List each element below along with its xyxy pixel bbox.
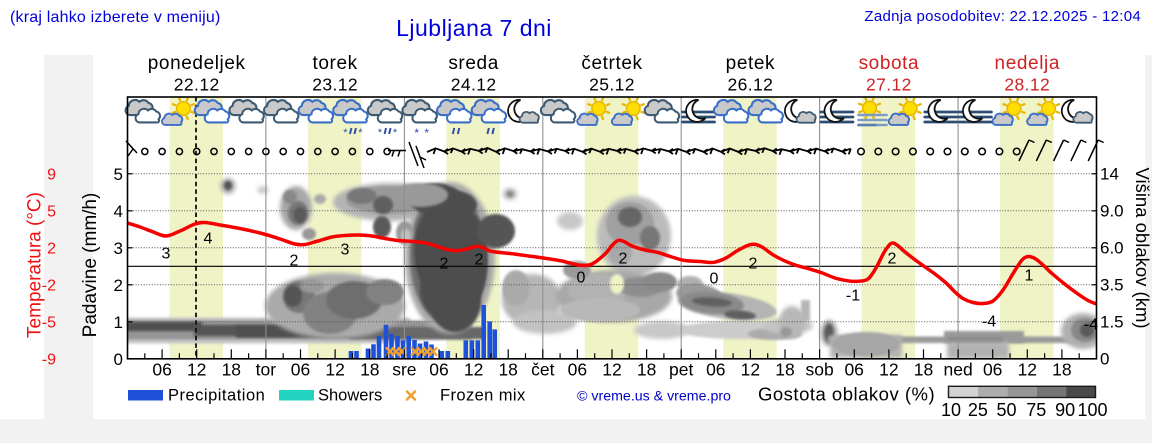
svg-text:3: 3 xyxy=(114,239,123,258)
svg-text:Ljubljana 7 dni: Ljubljana 7 dni xyxy=(396,15,552,41)
svg-text:6.0: 6.0 xyxy=(1100,238,1124,257)
svg-text:75: 75 xyxy=(1026,400,1046,420)
svg-text:3.5: 3.5 xyxy=(1100,275,1124,294)
svg-text:25.12: 25.12 xyxy=(589,75,635,95)
svg-text:pet: pet xyxy=(669,360,693,380)
svg-text:9: 9 xyxy=(47,166,56,183)
svg-text:sreda: sreda xyxy=(448,53,499,74)
svg-text:3: 3 xyxy=(162,246,171,263)
svg-text:06: 06 xyxy=(983,360,1002,380)
svg-text:-2: -2 xyxy=(42,277,56,294)
svg-text:četrtek: četrtek xyxy=(581,53,642,74)
svg-text:27.12: 27.12 xyxy=(866,75,912,95)
svg-text:2: 2 xyxy=(619,251,628,268)
svg-text:(kraj lahko izberete v meniju): (kraj lahko izberete v meniju) xyxy=(10,9,221,26)
svg-text:06: 06 xyxy=(152,360,171,380)
svg-text:18: 18 xyxy=(222,360,241,380)
svg-text:*: * xyxy=(424,126,429,140)
svg-text:12: 12 xyxy=(879,360,898,380)
svg-text:-5: -5 xyxy=(42,314,56,331)
svg-text:06: 06 xyxy=(291,360,310,380)
svg-text:06: 06 xyxy=(844,360,863,380)
svg-text:Zadnja posodobitev: 22.12.2025: Zadnja posodobitev: 22.12.2025 - 12:04 xyxy=(864,8,1141,25)
svg-text:12: 12 xyxy=(602,360,621,380)
svg-text:Gostota oblakov (%): Gostota oblakov (%) xyxy=(758,384,935,405)
svg-text:2: 2 xyxy=(47,240,56,257)
svg-text:22.12: 22.12 xyxy=(174,75,220,95)
svg-text:18: 18 xyxy=(360,360,379,380)
svg-text:18: 18 xyxy=(914,360,933,380)
svg-text:Padavine (mm/h): Padavine (mm/h) xyxy=(80,193,101,338)
svg-text:Frozen mix: Frozen mix xyxy=(440,387,526,405)
svg-text:50: 50 xyxy=(996,400,1016,420)
svg-text:1: 1 xyxy=(1025,268,1034,285)
svg-text:*: * xyxy=(393,127,398,139)
svg-text:28.12: 28.12 xyxy=(1004,75,1050,95)
svg-text:-4: -4 xyxy=(982,314,996,331)
svg-text:0: 0 xyxy=(577,270,586,287)
svg-text:*: * xyxy=(343,127,348,139)
svg-text:torek: torek xyxy=(312,53,357,74)
svg-text:2: 2 xyxy=(114,276,123,295)
svg-text:4: 4 xyxy=(114,202,123,221)
svg-text:*: * xyxy=(358,127,363,139)
svg-text:ned: ned xyxy=(943,360,972,380)
svg-text:06: 06 xyxy=(568,360,587,380)
svg-text:5: 5 xyxy=(47,203,56,220)
svg-text:0: 0 xyxy=(114,350,123,369)
svg-text:sob: sob xyxy=(805,360,833,380)
svg-text:nedelja: nedelja xyxy=(995,53,1060,74)
svg-text:-1: -1 xyxy=(846,288,860,305)
svg-text:12: 12 xyxy=(741,360,760,380)
svg-text:2: 2 xyxy=(888,251,897,268)
svg-text:-9: -9 xyxy=(42,351,56,368)
svg-text:Showers: Showers xyxy=(318,387,382,405)
svg-text:sobota: sobota xyxy=(859,53,920,74)
svg-text:2: 2 xyxy=(290,253,299,270)
svg-text:12: 12 xyxy=(187,360,206,380)
svg-text:sre: sre xyxy=(392,360,416,380)
svg-text:18: 18 xyxy=(1052,360,1071,380)
svg-text:*: * xyxy=(378,127,383,139)
svg-text:Temperatura (°C): Temperatura (°C) xyxy=(25,192,46,338)
svg-text:1.5: 1.5 xyxy=(1100,312,1124,331)
svg-text:Precipitation: Precipitation xyxy=(168,387,265,405)
svg-text:12: 12 xyxy=(325,360,344,380)
svg-text:9.0: 9.0 xyxy=(1100,201,1124,220)
svg-text:90: 90 xyxy=(1055,400,1075,420)
svg-text:petek: petek xyxy=(726,53,775,74)
svg-text:*: * xyxy=(414,126,419,140)
svg-text:18: 18 xyxy=(775,360,794,380)
svg-text:ponedeljek: ponedeljek xyxy=(148,53,246,74)
svg-text:5: 5 xyxy=(114,165,123,184)
svg-text:2: 2 xyxy=(749,256,758,273)
svg-text:2: 2 xyxy=(440,256,449,273)
svg-text:14: 14 xyxy=(1100,164,1119,183)
svg-text:24.12: 24.12 xyxy=(451,75,497,95)
svg-text:10: 10 xyxy=(941,400,961,420)
svg-text:18: 18 xyxy=(498,360,517,380)
svg-text:-4: -4 xyxy=(1084,317,1098,334)
svg-text:06: 06 xyxy=(429,360,448,380)
svg-text:18: 18 xyxy=(637,360,656,380)
svg-text:26.12: 26.12 xyxy=(728,75,774,95)
svg-text:0: 0 xyxy=(1100,349,1109,368)
svg-text:3: 3 xyxy=(341,242,350,259)
svg-text:© vreme.us & vreme.pro: © vreme.us & vreme.pro xyxy=(577,389,731,405)
svg-text:25: 25 xyxy=(968,400,988,420)
svg-text:Višina oblakov (km): Višina oblakov (km) xyxy=(1132,167,1152,328)
svg-text:1: 1 xyxy=(114,313,123,332)
svg-text:12: 12 xyxy=(464,360,483,380)
svg-text:2: 2 xyxy=(475,252,484,269)
svg-text:tor: tor xyxy=(256,360,277,380)
svg-text:23.12: 23.12 xyxy=(312,75,358,95)
svg-text:4: 4 xyxy=(204,231,213,248)
svg-text:06: 06 xyxy=(706,360,725,380)
svg-text:0: 0 xyxy=(710,271,719,288)
svg-text:čet: čet xyxy=(531,360,554,380)
svg-text:100: 100 xyxy=(1077,400,1107,420)
svg-text:12: 12 xyxy=(1018,360,1037,380)
